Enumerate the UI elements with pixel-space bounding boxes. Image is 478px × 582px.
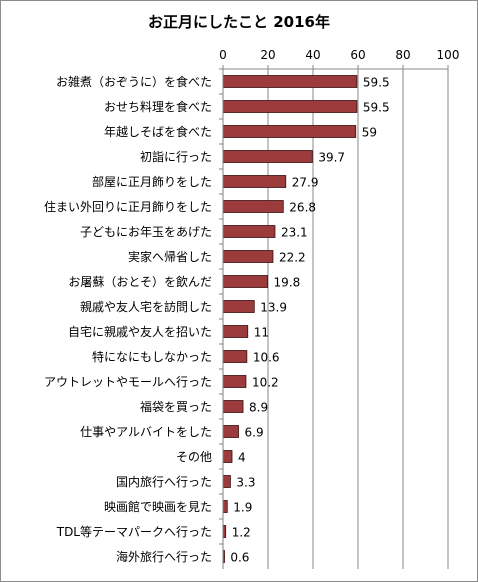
bar	[222, 175, 287, 188]
chart-title: お正月にしたこと 2016年	[148, 13, 330, 31]
bar	[222, 425, 239, 438]
data-labels: 59.5 59.5 59 39.7 27.9 26.8 23.1 22.2 19.8 13.9 11…	[230, 76, 389, 565]
data-label: 59	[362, 126, 377, 140]
category-label: 住まい外回りに正月飾りをした	[44, 200, 212, 214]
category-label: 初詣に行った	[140, 150, 212, 164]
category-label: 特になにもしなかった	[92, 349, 212, 364]
category-label: 仕事やアルバイトをした	[80, 425, 212, 439]
category-labels: お雑煮（おぞうに）を食べたおせち料理を食べた年越しそばを食べた初詣に行った部屋に…	[44, 68, 223, 564]
bar	[222, 375, 247, 388]
category-label: 年越しそばを食べた	[104, 124, 212, 139]
bar	[222, 250, 274, 263]
category-label: 部屋に正月飾りをした	[92, 174, 212, 189]
data-label: 27.9	[292, 176, 319, 190]
bar	[222, 400, 244, 413]
data-label: 10.6	[253, 351, 280, 365]
bar	[222, 200, 284, 213]
data-label: 22.2	[279, 251, 306, 265]
bar	[222, 225, 276, 238]
data-label: 23.1	[281, 226, 308, 240]
data-label: 10.2	[252, 376, 279, 390]
bar	[222, 150, 313, 163]
tick-label: 100	[437, 48, 460, 62]
tick-label: 20	[260, 48, 275, 62]
tick-label: 40	[305, 48, 320, 62]
category-label: お屠蘇（おとそ）を飲んだ	[68, 274, 212, 289]
data-label: 1.2	[232, 526, 251, 540]
bar	[222, 100, 358, 113]
category-label: 福袋を買った	[140, 399, 212, 414]
category-label: 親戚や友人宅を訪問した	[80, 299, 212, 314]
category-label: おせち料理を食べた	[104, 99, 212, 114]
category-label: 子どもにお年玉をあげた	[80, 225, 212, 239]
data-label: 11	[254, 326, 269, 340]
bar	[222, 350, 248, 363]
data-label: 1.9	[233, 501, 252, 515]
data-label: 26.8	[289, 201, 316, 215]
data-label: 3.3	[236, 476, 255, 490]
bar	[222, 450, 233, 463]
category-label: TDL等テーマパークへ行った	[56, 525, 212, 539]
data-label: 8.9	[249, 401, 268, 415]
data-label: 6.9	[245, 426, 264, 440]
bar	[222, 500, 228, 513]
category-label: アウトレットやモールへ行った	[44, 375, 212, 389]
tick-label: 60	[350, 48, 365, 62]
data-label: 4	[238, 451, 246, 465]
data-label: 59.5	[363, 101, 390, 115]
x-axis-ticks: 0 20 40 60 80 100	[219, 48, 459, 69]
tick-label: 80	[395, 48, 410, 62]
bar	[222, 75, 358, 88]
data-label: 39.7	[318, 151, 345, 165]
category-label: 実家へ帰省した	[128, 249, 212, 264]
bar	[222, 325, 249, 338]
category-label: 映画館で映画を見た	[104, 499, 212, 514]
tick-label: 0	[219, 48, 227, 62]
bar	[222, 125, 357, 138]
data-label: 0.6	[230, 551, 249, 565]
category-label: 海外旅行へ行った	[116, 549, 212, 564]
grid-lines	[223, 68, 449, 569]
data-label: 59.5	[363, 76, 390, 90]
category-label: 自宅に親戚や友人を招いた	[68, 324, 212, 339]
data-label: 19.8	[274, 276, 301, 290]
bar	[222, 275, 268, 288]
bar	[222, 300, 255, 313]
category-label: お雑煮（おぞうに）を食べた	[56, 74, 212, 89]
data-label: 13.9	[260, 301, 287, 315]
bar	[222, 475, 231, 488]
category-label: 国内旅行へ行った	[116, 475, 212, 489]
category-label: その他	[176, 450, 212, 464]
